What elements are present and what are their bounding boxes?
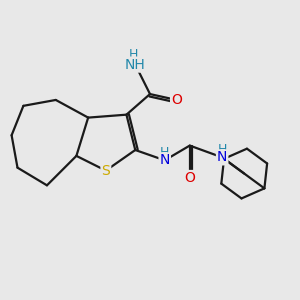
Text: NH: NH	[125, 58, 146, 72]
Text: H: H	[129, 48, 139, 61]
Text: N: N	[217, 150, 227, 164]
Text: N: N	[160, 153, 170, 167]
Text: S: S	[101, 164, 110, 178]
Text: O: O	[184, 171, 195, 185]
Text: H: H	[218, 142, 227, 156]
Text: H: H	[160, 146, 169, 159]
Text: O: O	[171, 93, 182, 107]
